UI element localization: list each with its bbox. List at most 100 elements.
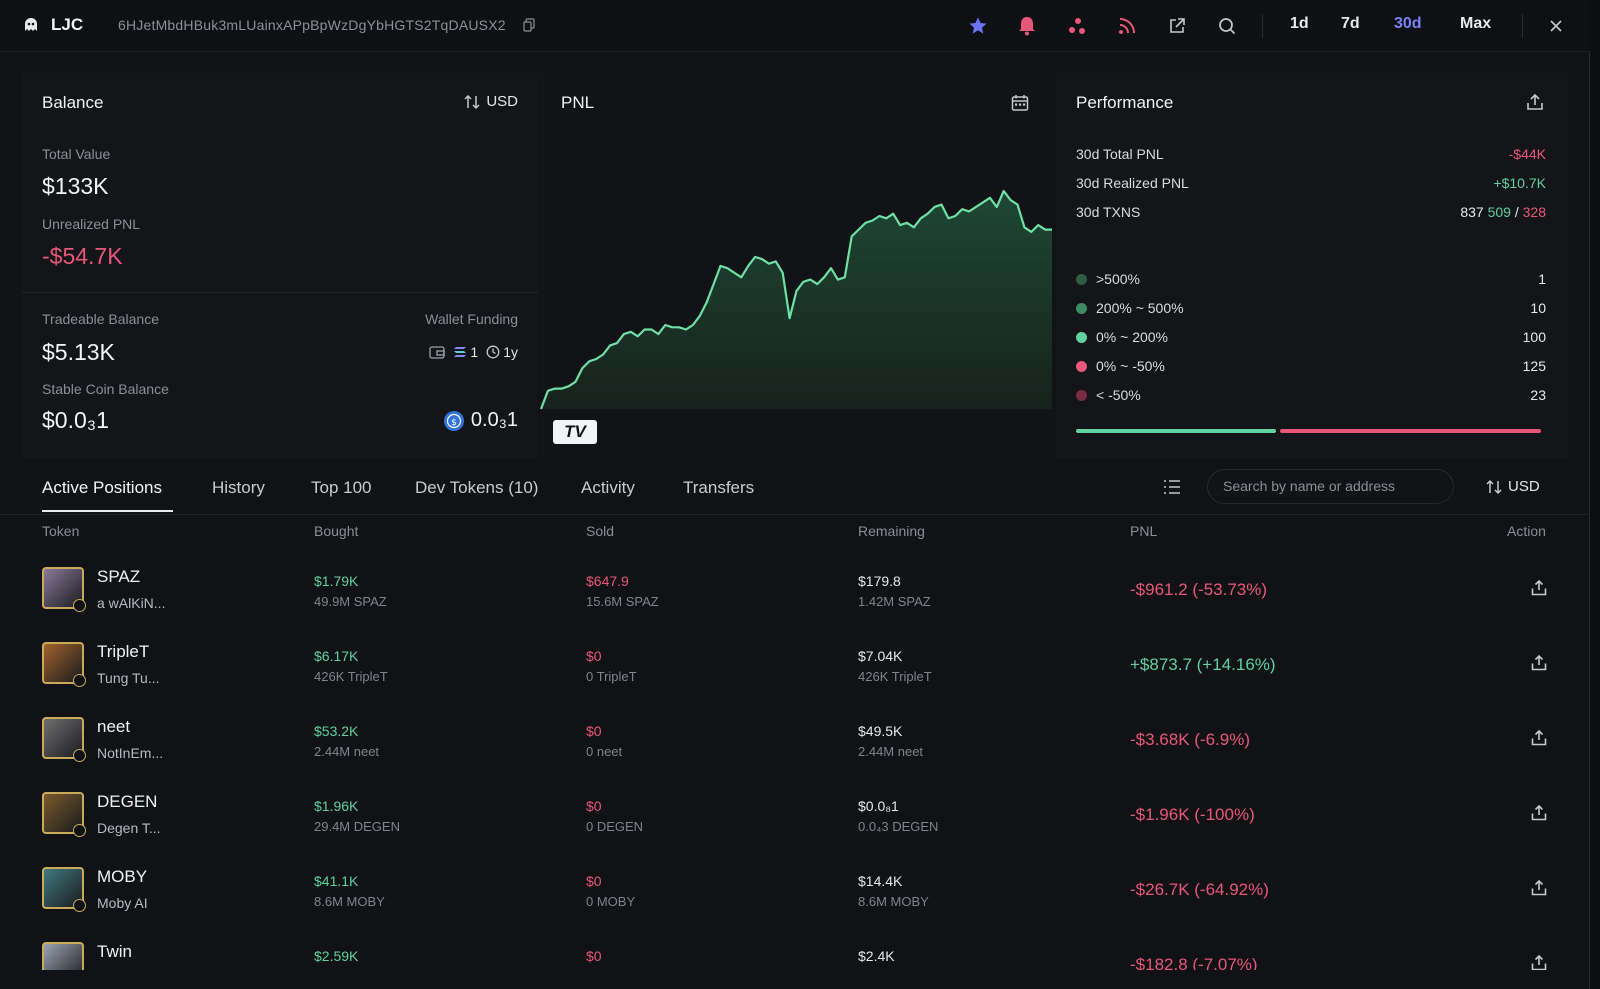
currency-label: USD <box>486 93 518 110</box>
search-input[interactable]: Search by name or address <box>1207 469 1454 504</box>
bought-amount: 10.8M Twin <box>314 969 380 970</box>
table-row[interactable]: DEGEN Degen T... $1.96K 29.4M DEGEN $0 0 DEGE… <box>22 775 1568 849</box>
share-icon[interactable] <box>1530 954 1548 970</box>
bell-icon[interactable] <box>1015 14 1039 38</box>
col-bought[interactable]: Bought <box>314 523 359 539</box>
token-symbol[interactable]: Twin <box>97 942 132 961</box>
table-row[interactable]: TripleT Tung Tu... $6.17K 426K TripleT $0 0 T… <box>22 625 1568 699</box>
token-symbol[interactable]: neet <box>97 717 131 736</box>
perf-realized-pnl: 30d Realized PNL +$10.7K <box>1076 175 1546 191</box>
export-icon[interactable] <box>1526 93 1544 111</box>
unrealized-pnl-value: -$54.7K <box>42 243 123 269</box>
bought-amount: 29.4M DEGEN <box>314 819 400 834</box>
external-link-icon[interactable] <box>1165 14 1189 38</box>
bucket-row: 0% ~ -50% 125 <box>1076 358 1546 378</box>
col-remaining[interactable]: Remaining <box>858 523 925 539</box>
list-view-icon[interactable] <box>1163 479 1181 495</box>
table-row[interactable]: SPAZ a wAlKiN... $1.79K 49.9M SPAZ $647.9 15.… <box>22 550 1568 624</box>
remaining-value: $49.5K <box>858 723 903 739</box>
table-row[interactable]: Twin $2.59K 10.8M Twin $0 0 Twin $2.4K 10.8M T… <box>22 925 1568 970</box>
remaining-amount: 1.42M SPAZ <box>858 594 931 609</box>
share-nodes-icon[interactable] <box>1065 14 1089 38</box>
sold-value: $647.9 <box>586 573 629 589</box>
stable-coin-label: Stable Coin Balance <box>42 381 169 397</box>
table-row[interactable]: MOBY Moby AI $41.1K 8.6M MOBY $0 0 MOBY $14.4K… <box>22 850 1568 924</box>
performance-title: Performance <box>1076 93 1174 112</box>
col-sold[interactable]: Sold <box>586 523 615 539</box>
tab-transfers[interactable]: Transfers <box>683 478 755 497</box>
col-pnl[interactable]: PNL <box>1130 523 1158 539</box>
tab-active-positions[interactable]: Active Positions <box>42 478 162 497</box>
token-symbol[interactable]: MOBY <box>97 867 148 886</box>
table-currency-toggle[interactable]: USD <box>1486 478 1540 495</box>
range-7d[interactable]: 7d <box>1341 15 1360 32</box>
rss-icon[interactable] <box>1115 14 1139 38</box>
tab-dev-tokens[interactable]: Dev Tokens (10) <box>415 478 539 497</box>
pnl-value: -$961.2 (-53.73%) <box>1130 580 1268 599</box>
tradingview-watermark: TV <box>553 420 597 444</box>
bucket-row: >500% 1 <box>1076 271 1546 291</box>
share-icon[interactable] <box>1530 729 1548 747</box>
copy-icon[interactable] <box>523 18 535 32</box>
token-avatar[interactable] <box>42 942 84 970</box>
currency-toggle[interactable]: USD <box>464 93 518 110</box>
platform-badge-icon <box>73 674 86 687</box>
pnl-value: -$26.7K (-64.92%) <box>1130 880 1269 899</box>
token-name: Moby AI <box>97 895 148 911</box>
bought-amount: 426K TripleT <box>314 669 388 684</box>
sold-value: $0 <box>586 798 602 814</box>
range-max[interactable]: Max <box>1460 15 1492 32</box>
pnl-chart[interactable] <box>539 173 1054 458</box>
wallet-name: LJC <box>51 15 84 34</box>
search-icon[interactable] <box>1215 14 1239 38</box>
platform-badge-icon <box>73 899 86 912</box>
wallet-funding-info[interactable]: 1 1y <box>429 339 518 365</box>
remaining-amount: 8.6M MOBY <box>858 894 929 909</box>
col-token[interactable]: Token <box>42 523 80 539</box>
share-icon[interactable] <box>1530 654 1548 672</box>
unrealized-pnl-label: Unrealized PNL <box>42 216 141 232</box>
tab-history[interactable]: History <box>212 478 265 497</box>
col-action: Action <box>1507 523 1546 539</box>
header-divider <box>1262 14 1263 38</box>
bucket-dot <box>1076 332 1087 343</box>
remaining-amount: 0.0₄3 DEGEN <box>858 819 939 834</box>
remaining-value: $2.4K <box>858 948 895 964</box>
positions-table: SPAZ a wAlKiN... $1.79K 49.9M SPAZ $647.9 15.… <box>0 550 1590 970</box>
remaining-value: $14.4K <box>858 873 903 889</box>
ghost-logo-icon <box>25 18 37 31</box>
remaining-value: $179.8 <box>858 573 901 589</box>
calendar-icon[interactable] <box>1011 94 1029 112</box>
close-icon[interactable] <box>1544 14 1568 38</box>
sold-amount: 0 neet <box>586 744 623 759</box>
bought-value: $2.59K <box>314 948 359 964</box>
share-icon[interactable] <box>1530 879 1548 897</box>
balance-card: Balance USD Total Value $133K Unrealized… <box>22 73 538 458</box>
position-tabs: Active Positions History Top 100 Dev Tok… <box>0 459 1590 515</box>
pnl-value: +$873.7 (+14.16%) <box>1130 655 1276 674</box>
sold-amount: 15.6M SPAZ <box>586 594 659 609</box>
table-row[interactable]: neet NotInEm... $53.2K 2.44M neet $0 0 neet $4… <box>22 700 1568 774</box>
sold-amount: 0 Twin <box>586 969 623 970</box>
tab-activity[interactable]: Activity <box>581 478 635 497</box>
pnl-card: PNL TV <box>539 73 1054 458</box>
share-icon[interactable] <box>1530 579 1548 597</box>
bought-amount: 8.6M MOBY <box>314 894 385 909</box>
range-30d[interactable]: 30d <box>1394 15 1422 32</box>
token-symbol[interactable]: TripleT <box>97 642 150 661</box>
wallet-icon <box>429 346 446 359</box>
usdc-balance: $ 0.0₃1 <box>443 409 518 432</box>
platform-badge-icon <box>73 749 86 762</box>
wallet-funding-label: Wallet Funding <box>425 311 518 327</box>
token-symbol[interactable]: SPAZ <box>97 567 141 586</box>
header-bar: LJC 6HJetMbdHBuk3mLUainxAPpBpWzDgYbHGTS2… <box>0 0 1590 52</box>
star-icon[interactable] <box>966 14 990 38</box>
wallet-address: 6HJetMbdHBuk3mLUainxAPpBpWzDgYbHGTS2TqDA… <box>118 17 506 33</box>
range-1d[interactable]: 1d <box>1290 15 1309 32</box>
tradeable-balance-label: Tradeable Balance <box>42 311 160 327</box>
tab-top-100[interactable]: Top 100 <box>311 478 372 497</box>
token-symbol[interactable]: DEGEN <box>97 792 158 811</box>
sold-value: $0 <box>586 723 602 739</box>
share-icon[interactable] <box>1530 804 1548 822</box>
